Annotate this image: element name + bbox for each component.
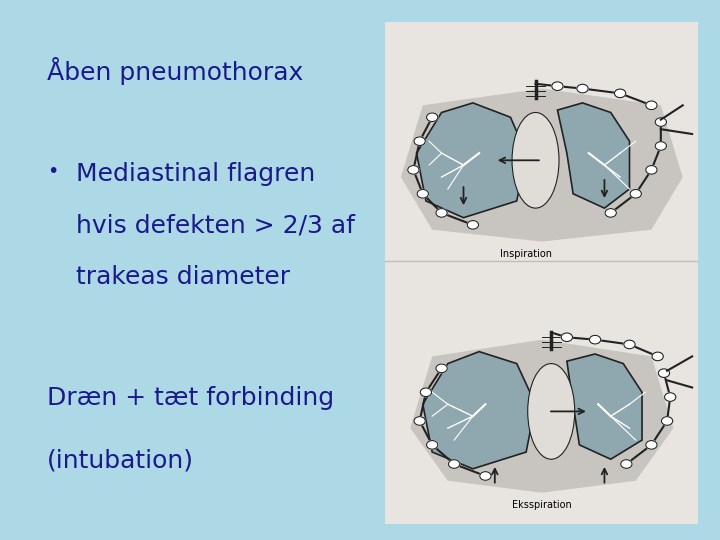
- Circle shape: [561, 333, 572, 342]
- Circle shape: [420, 388, 431, 396]
- Circle shape: [426, 441, 438, 449]
- Text: •: •: [47, 162, 58, 181]
- Text: (intubation): (intubation): [47, 448, 194, 472]
- Circle shape: [655, 141, 667, 150]
- Circle shape: [652, 352, 663, 361]
- Circle shape: [414, 137, 426, 145]
- Circle shape: [624, 340, 635, 349]
- Circle shape: [414, 417, 426, 426]
- Text: hvis defekten > 2/3 af: hvis defekten > 2/3 af: [76, 213, 355, 237]
- Circle shape: [426, 113, 438, 122]
- Circle shape: [646, 166, 657, 174]
- Polygon shape: [401, 89, 683, 241]
- Polygon shape: [410, 340, 673, 492]
- Circle shape: [646, 101, 657, 110]
- Ellipse shape: [512, 112, 559, 208]
- Circle shape: [655, 118, 667, 126]
- Circle shape: [614, 89, 626, 98]
- Circle shape: [552, 82, 563, 91]
- FancyBboxPatch shape: [385, 22, 698, 524]
- Text: Inspiration: Inspiration: [500, 249, 552, 259]
- Circle shape: [436, 364, 447, 373]
- Circle shape: [630, 190, 642, 198]
- Circle shape: [662, 417, 672, 426]
- Polygon shape: [557, 103, 629, 208]
- Circle shape: [417, 190, 428, 198]
- Polygon shape: [567, 354, 642, 459]
- Circle shape: [449, 460, 460, 468]
- Circle shape: [467, 220, 479, 229]
- Circle shape: [621, 460, 632, 468]
- Circle shape: [658, 369, 670, 377]
- Circle shape: [408, 166, 419, 174]
- Polygon shape: [417, 103, 526, 218]
- Circle shape: [665, 393, 676, 401]
- Text: Dræn + tæt forbinding: Dræn + tæt forbinding: [47, 386, 334, 410]
- Circle shape: [590, 335, 600, 344]
- Circle shape: [605, 208, 616, 217]
- Circle shape: [577, 84, 588, 93]
- Polygon shape: [423, 352, 536, 469]
- Circle shape: [436, 208, 447, 217]
- Circle shape: [480, 471, 491, 480]
- Circle shape: [646, 441, 657, 449]
- Text: trakeas diameter: trakeas diameter: [76, 265, 289, 288]
- Text: Åben pneumothorax: Åben pneumothorax: [47, 57, 303, 85]
- Ellipse shape: [528, 363, 575, 459]
- Text: Mediastinal flagren: Mediastinal flagren: [76, 162, 315, 186]
- Text: Eksspiration: Eksspiration: [512, 500, 572, 510]
